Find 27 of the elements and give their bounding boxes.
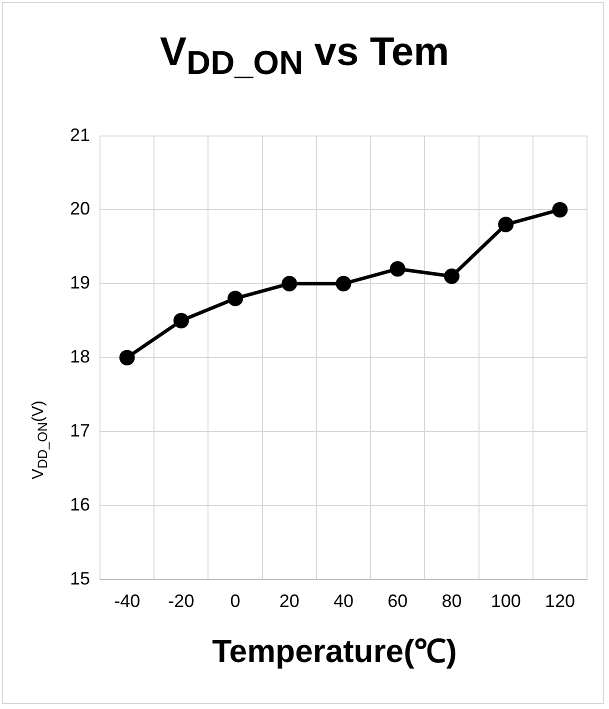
y-tick-label: 18	[70, 346, 90, 367]
point	[173, 312, 189, 328]
y-tick-label: 17	[70, 420, 90, 440]
point	[282, 276, 298, 292]
y-tick-label: 16	[70, 494, 90, 514]
point	[390, 261, 406, 277]
y-tick-label: 21	[70, 124, 90, 145]
x-tick-label: 0	[230, 591, 240, 612]
x-tick-label: 120	[544, 591, 575, 612]
point	[336, 276, 352, 292]
y-tick-label: 20	[70, 198, 90, 219]
chart-title: V$_{DD_ON}$ vs Tem	[158, 30, 450, 83]
x-tick-label: 80	[442, 591, 462, 612]
point	[444, 268, 460, 284]
x-tick-label: -20	[168, 591, 194, 612]
point	[228, 290, 244, 306]
x-tick-label: 100	[490, 591, 521, 612]
point	[119, 350, 135, 366]
y-tick-label: 15	[70, 568, 90, 588]
x-tick-label: 60	[388, 591, 408, 612]
point	[552, 202, 568, 218]
x-axis-title: Temperature(℃)	[211, 632, 458, 671]
x-tick-label: 20	[279, 591, 300, 612]
point	[498, 216, 514, 232]
x-tick-label: 40	[333, 591, 354, 612]
y-tick-label: 19	[70, 272, 90, 293]
x-tick-label: -40	[114, 591, 140, 612]
